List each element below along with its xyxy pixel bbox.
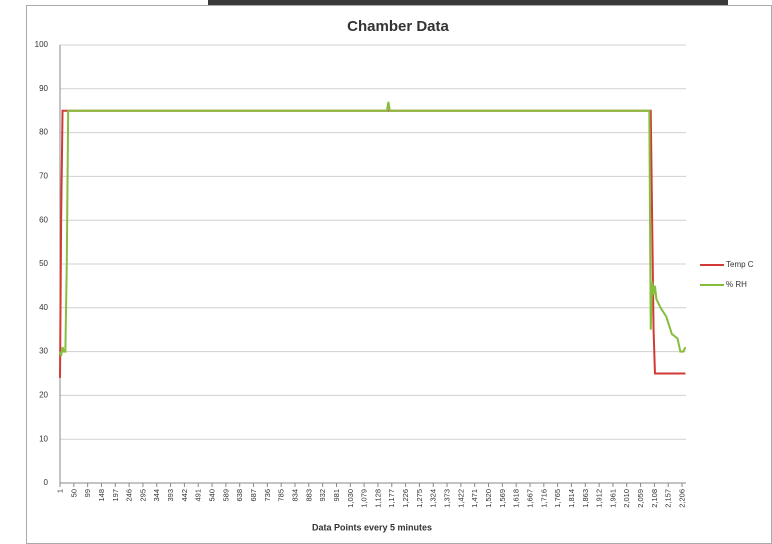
x-tick-label: 344 (152, 489, 161, 502)
y-tick-label: 10 (39, 434, 48, 443)
x-tick-label: 442 (180, 489, 189, 502)
y-tick-label: 40 (39, 303, 48, 312)
chart-title: Chamber Data (347, 18, 449, 35)
x-tick-label: 736 (263, 489, 272, 502)
x-tick-label: 1,912 (595, 489, 604, 508)
page: {"chart_data": {"type": "line", "title":… (0, 0, 772, 544)
x-tick-label: 1,961 (608, 489, 617, 508)
x-tick-label: 1,128 (373, 489, 382, 508)
x-tick-label: 1,863 (581, 489, 590, 508)
x-tick-label: 1,226 (401, 489, 410, 508)
x-tick-label: 1,471 (470, 489, 479, 508)
x-tick-label: 1,520 (484, 489, 493, 508)
x-tick-label: 1,422 (456, 489, 465, 508)
x-tick-label: 589 (221, 489, 230, 502)
x-tick-label: 1,765 (553, 489, 562, 508)
chart-frame (27, 6, 772, 544)
x-tick-label: 1 (55, 489, 64, 493)
y-tick-label: 90 (39, 84, 48, 93)
x-tick-label: 1,177 (387, 489, 396, 508)
legend-label: % RH (726, 280, 747, 289)
x-tick-label: 1,667 (525, 489, 534, 508)
y-tick-label: 0 (44, 478, 49, 487)
x-tick-label: 393 (166, 489, 175, 502)
x-tick-label: 99 (83, 489, 92, 497)
y-tick-label: 20 (39, 391, 48, 400)
y-tick-label: 60 (39, 215, 48, 224)
x-tick-label: 687 (249, 489, 258, 502)
photo-strip (208, 0, 728, 5)
x-tick-label: 295 (138, 489, 147, 502)
x-tick-label: 1,324 (429, 489, 438, 508)
y-tick-label: 100 (35, 40, 49, 49)
x-tick-label: 2,108 (650, 489, 659, 508)
x-tick-label: 246 (125, 489, 134, 502)
x-tick-label: 2,157 (664, 489, 673, 508)
x-tick-label: 2,059 (636, 489, 645, 508)
x-tick-label: 1,618 (512, 489, 521, 508)
x-tick-label: 883 (304, 489, 313, 502)
x-tick-label: 1,030 (346, 489, 355, 508)
x-tick-label: 1,373 (443, 489, 452, 508)
x-tick-label: 834 (290, 489, 299, 502)
x-tick-label: 1,079 (360, 489, 369, 508)
x-tick-label: 148 (97, 489, 106, 502)
x-tick-label: 491 (194, 489, 203, 502)
x-tick-label: 2,010 (622, 489, 631, 508)
x-tick-label: 2,206 (678, 489, 687, 508)
x-tick-label: 932 (318, 489, 327, 502)
y-tick-label: 50 (39, 259, 48, 268)
x-tick-label: 638 (235, 489, 244, 502)
y-tick-label: 80 (39, 128, 48, 137)
x-axis-label: Data Points every 5 minutes (312, 522, 432, 532)
x-tick-label: 197 (111, 489, 120, 502)
x-tick-label: 540 (208, 489, 217, 502)
x-tick-label: 1,275 (415, 489, 424, 508)
x-tick-label: 1,814 (567, 489, 576, 508)
y-tick-label: 30 (39, 347, 48, 356)
y-tick-label: 70 (39, 172, 48, 181)
x-tick-label: 1,716 (539, 489, 548, 508)
x-tick-label: 50 (69, 489, 78, 497)
x-tick-label: 1,569 (498, 489, 507, 508)
x-tick-label: 981 (332, 489, 341, 502)
x-tick-label: 785 (277, 489, 286, 502)
legend-label: Temp C (726, 260, 754, 269)
chart: Chamber Data Data Points every 5 minutes… (0, 0, 772, 544)
